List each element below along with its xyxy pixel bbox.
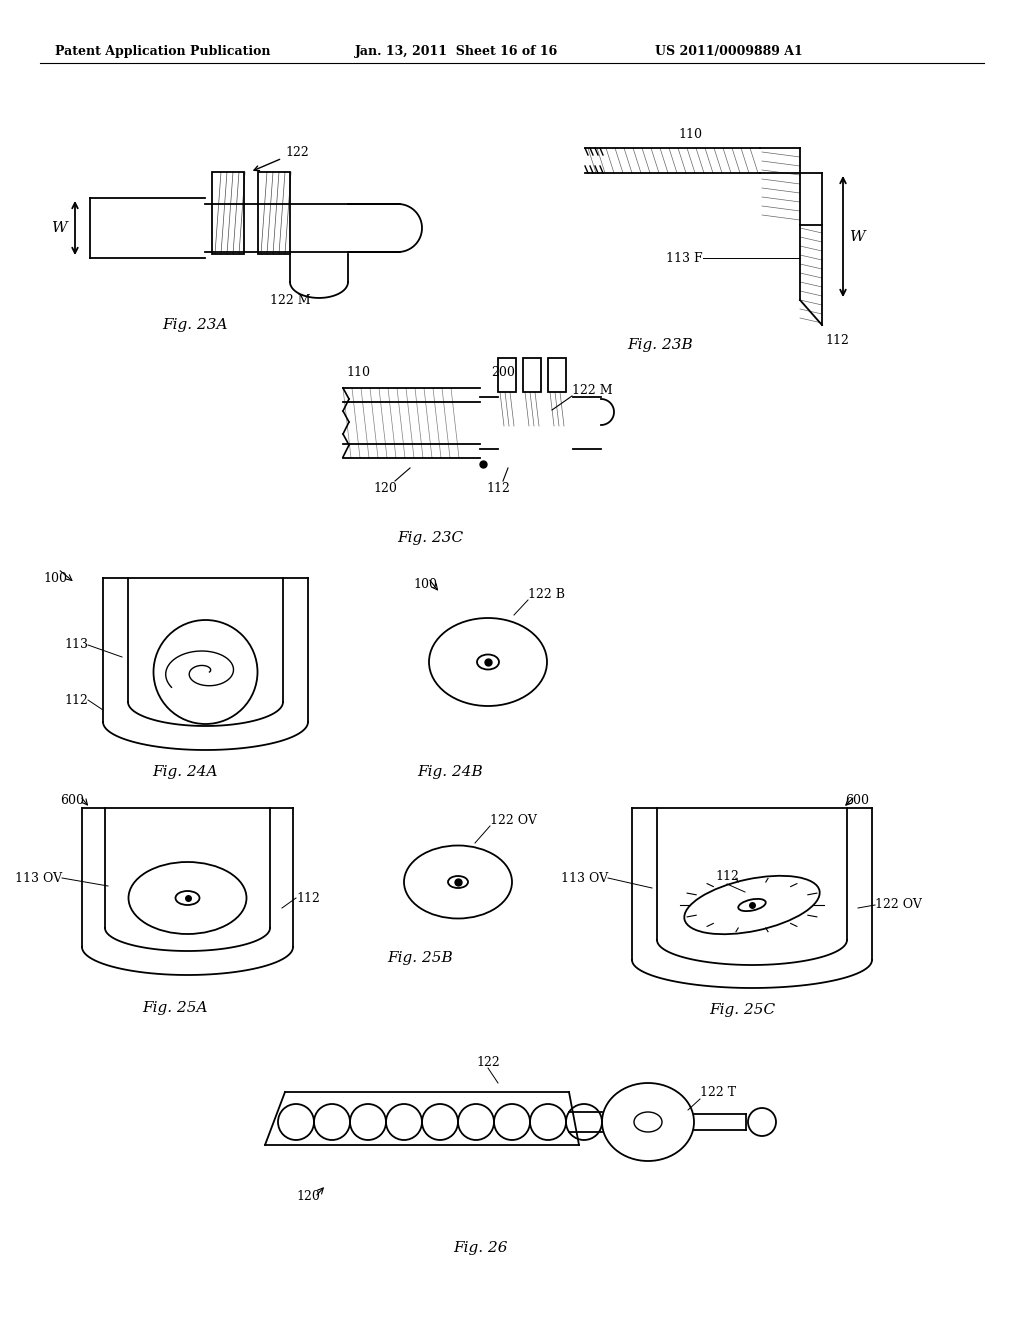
Text: 200: 200 [492, 367, 515, 380]
Text: 120: 120 [373, 482, 397, 495]
Text: 122 B: 122 B [528, 589, 565, 602]
Text: Fig. 23B: Fig. 23B [627, 338, 693, 352]
Text: 110: 110 [346, 367, 370, 380]
Bar [498, 358, 516, 392]
Text: 122 OV: 122 OV [874, 899, 922, 912]
Bar [523, 358, 541, 392]
Text: Fig. 25B: Fig. 25B [387, 950, 453, 965]
Bar [212, 172, 244, 253]
Text: 122: 122 [476, 1056, 500, 1068]
Text: Fig. 24A: Fig. 24A [153, 766, 218, 779]
Text: Jan. 13, 2011  Sheet 16 of 16: Jan. 13, 2011 Sheet 16 of 16 [355, 45, 558, 58]
Text: 122 M: 122 M [269, 293, 310, 306]
Text: Fig. 23A: Fig. 23A [162, 318, 227, 333]
Text: 110: 110 [678, 128, 702, 141]
Text: US 2011/0009889 A1: US 2011/0009889 A1 [655, 45, 803, 58]
Bar [548, 358, 566, 392]
Text: 100: 100 [43, 572, 67, 585]
Text: Fig. 23C: Fig. 23C [397, 531, 463, 545]
Text: 122 M: 122 M [572, 384, 612, 396]
Bar [258, 172, 290, 253]
Text: Fig. 25A: Fig. 25A [142, 1001, 208, 1015]
Text: W: W [52, 220, 68, 235]
Text: 112: 112 [825, 334, 849, 346]
Text: Fig. 25C: Fig. 25C [709, 1003, 775, 1016]
Text: 122 T: 122 T [700, 1085, 736, 1098]
Text: 112: 112 [486, 482, 510, 495]
Text: Fig. 26: Fig. 26 [453, 1241, 507, 1255]
Text: 122 OV: 122 OV [490, 813, 537, 826]
Text: 112: 112 [65, 693, 88, 706]
Text: 122: 122 [254, 145, 309, 170]
Text: 112: 112 [715, 870, 739, 883]
Text: 120: 120 [296, 1189, 319, 1203]
Text: 600: 600 [60, 793, 84, 807]
Text: 600: 600 [845, 793, 869, 807]
Text: 113 OV: 113 OV [561, 871, 608, 884]
Text: 113 OV: 113 OV [15, 871, 62, 884]
Text: 113: 113 [63, 639, 88, 652]
Text: Patent Application Publication: Patent Application Publication [55, 45, 270, 58]
Text: 113 F: 113 F [667, 252, 703, 264]
Text: W: W [850, 230, 866, 244]
Text: 112: 112 [296, 891, 319, 904]
Text: 100: 100 [413, 578, 437, 591]
Text: Fig. 24B: Fig. 24B [417, 766, 483, 779]
